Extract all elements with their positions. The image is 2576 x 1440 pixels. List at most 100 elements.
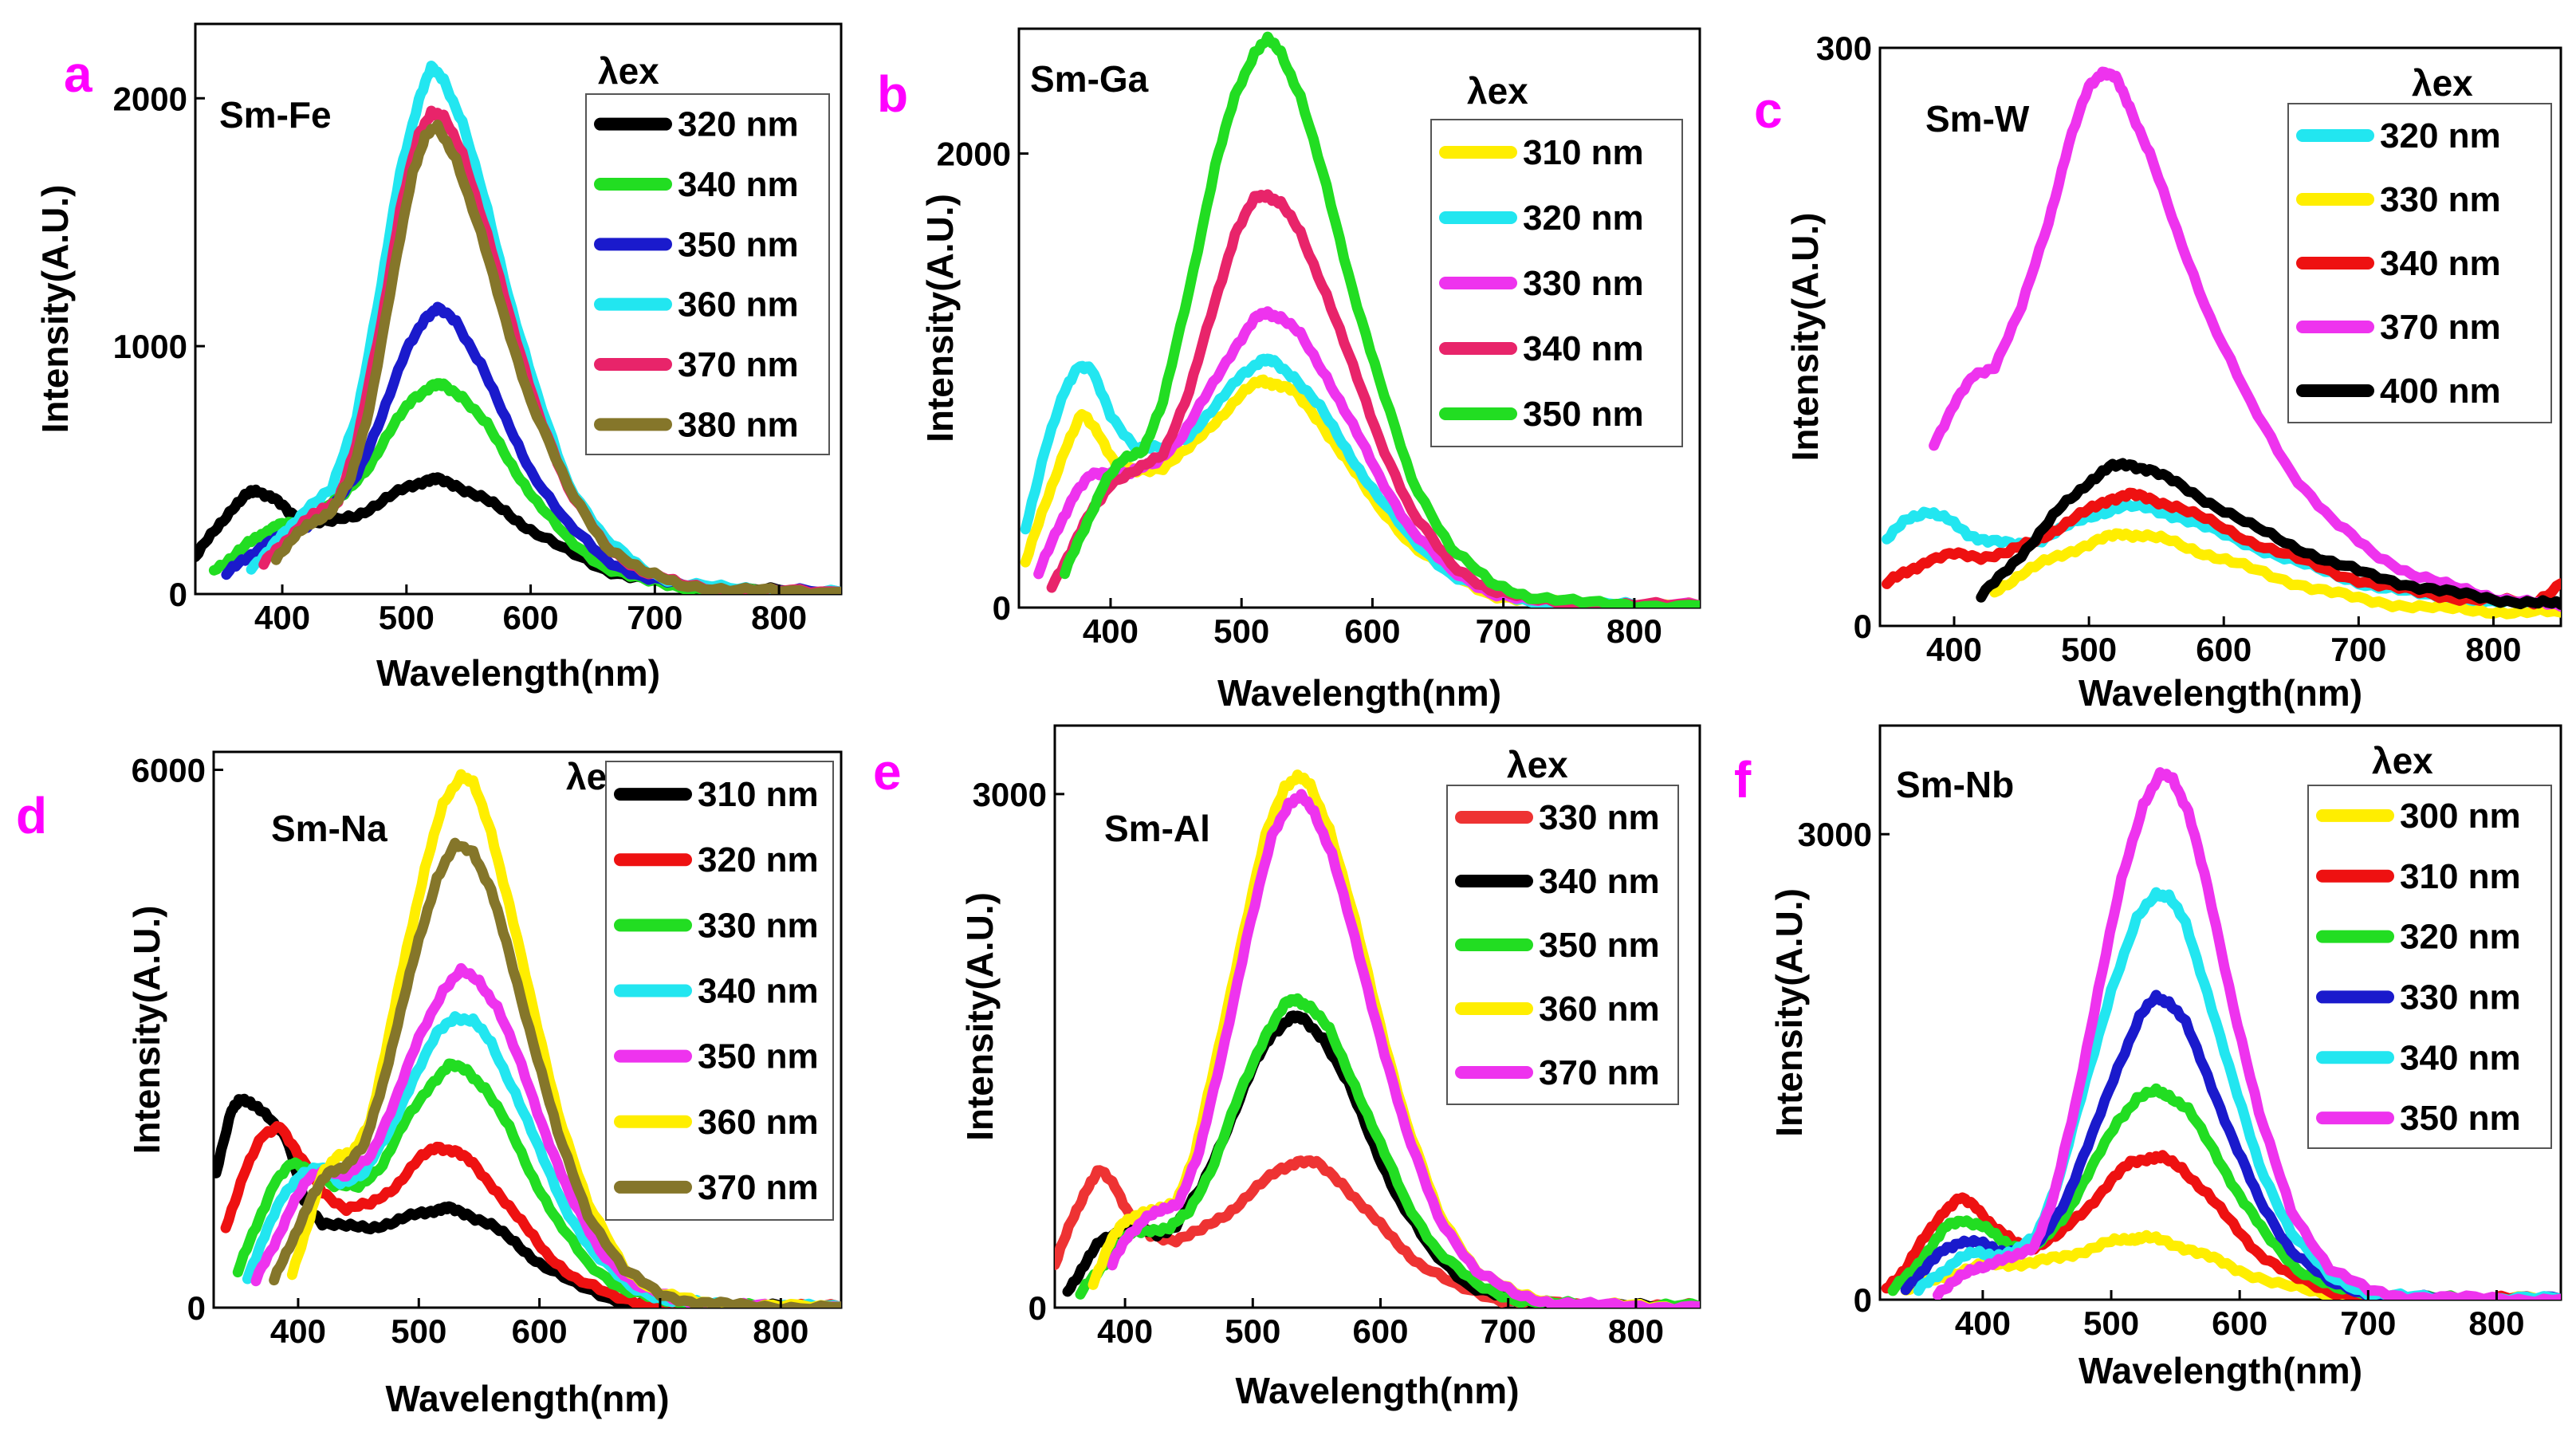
legend-label: 320 nm (698, 840, 819, 879)
series-line-370nm (1929, 66, 2561, 612)
x-tick-label: 500 (1213, 612, 1269, 650)
legend-label: 310 nm (1523, 133, 1644, 172)
legend-label: 400 nm (2380, 372, 2501, 411)
legend-box (585, 93, 830, 455)
y-tick-label: 2000 (937, 136, 1011, 173)
legend-box (2307, 785, 2552, 1149)
sample-label: Sm-Nb (1896, 764, 2014, 805)
x-tick-label: 600 (2212, 1304, 2267, 1342)
x-axis-title: Wavelength(nm) (1235, 1370, 1519, 1411)
sample-label: Sm-Al (1104, 808, 1210, 849)
panel-letter: a (64, 45, 92, 103)
y-axis-title: Intensity(A.U.) (34, 185, 76, 434)
series-line-370nm (1107, 789, 1700, 1308)
x-tick-label: 500 (391, 1312, 446, 1350)
x-tick-label: 400 (254, 599, 310, 636)
series-group (214, 769, 841, 1308)
series-line-350nm (1060, 31, 1700, 608)
x-axis-title: Wavelength(nm) (2078, 1350, 2362, 1391)
x-tick-label: 600 (503, 599, 559, 636)
legend-label: 340 nm (2380, 244, 2501, 283)
y-tick-label: 0 (993, 589, 1011, 627)
panel-c: 400 500 600 700 800 0 300 Wavelength(nm) Intensi… (1754, 30, 2562, 714)
y-tick-label: 300 (1816, 30, 1872, 67)
x-tick-label: 700 (2340, 1304, 2396, 1342)
series-line-350nm (1933, 767, 2561, 1300)
y-tick-label: 0 (1028, 1289, 1047, 1327)
x-axis-title: Wavelength(nm) (385, 1378, 669, 1419)
y-axis-title: Intensity(A.U.) (959, 892, 1001, 1141)
x-tick-label: 500 (2061, 631, 2117, 668)
x-tick-label: 700 (1481, 1312, 1536, 1350)
x-tick-label: 500 (1225, 1312, 1280, 1350)
legend-label: 370 nm (678, 345, 799, 384)
x-tick-label: 400 (270, 1312, 326, 1350)
legend-label: 340 nm (698, 972, 819, 1011)
plot-frame (1878, 46, 2562, 628)
y-axis-title: Intensity(A.U.) (1768, 888, 1810, 1137)
x-tick-label: 400 (1083, 612, 1139, 650)
x-tick-label: 500 (2083, 1304, 2139, 1342)
panel-letter: c (1754, 81, 1783, 139)
x-tick-label: 700 (627, 599, 682, 636)
y-tick-label: 3000 (1798, 816, 1872, 853)
series-group (195, 61, 841, 594)
x-tick-label: 800 (751, 599, 807, 636)
legend-label: 330 nm (2380, 180, 2501, 219)
legend-label: 350 nm (1539, 926, 1660, 965)
y-tick-label: 0 (187, 1289, 206, 1327)
panel-letter: f (1734, 751, 1752, 809)
legend-label: 360 nm (698, 1103, 819, 1142)
x-tick-label: 400 (1097, 1312, 1153, 1350)
legend-label: 370 nm (698, 1168, 819, 1207)
plot-frame (1878, 724, 2562, 1301)
x-axis-title: Wavelength(nm) (2078, 672, 2362, 714)
legend-label: 340 nm (678, 165, 799, 204)
y-tick-label: 1000 (113, 328, 187, 365)
legend-label: 340 nm (1539, 862, 1660, 901)
legend-label: 370 nm (1539, 1053, 1660, 1092)
panel-letter: d (16, 787, 47, 844)
legend-label: 320 nm (1523, 199, 1644, 238)
sample-label: Sm-Ga (1030, 58, 1149, 100)
legend-label: 330 nm (698, 906, 819, 945)
series-group (1055, 769, 1700, 1308)
y-axis-title: Intensity(A.U.) (919, 194, 961, 443)
y-axis-title: Intensity(A.U.) (1784, 213, 1826, 462)
x-tick-label: 600 (2196, 631, 2252, 668)
x-tick-label: 600 (1352, 1312, 1408, 1350)
panel-b: 400 500 600 700 800 0 2000 Wavelength(nm) Intens… (877, 27, 1701, 714)
legend-label: 360 nm (678, 285, 799, 325)
plot-frame (212, 750, 843, 1309)
x-tick-label: 600 (512, 1312, 568, 1350)
panel-letter: b (877, 65, 908, 123)
series-line-350nm (1075, 993, 1700, 1308)
series-group (1020, 31, 1700, 608)
legend-label: 380 nm (678, 405, 799, 444)
x-tick-label: 700 (632, 1312, 688, 1350)
y-tick-label: 3000 (973, 776, 1047, 813)
x-tick-label: 400 (1955, 1304, 2011, 1342)
legend-title: λex (1467, 70, 1528, 112)
y-axis-title: Intensity(A.U.) (126, 906, 167, 1155)
legend-title: λex (598, 50, 659, 92)
x-tick-label: 800 (2468, 1304, 2524, 1342)
panel-d: 400 500 600 700 800 0 6000 Wavelength(nm) Intens… (16, 750, 843, 1419)
legend-title: λex (1507, 744, 1568, 785)
legend-title: λex (2372, 740, 2433, 781)
panel-letter: e (873, 743, 902, 801)
y-tick-label: 6000 (132, 751, 206, 789)
legend-label: 360 nm (1539, 990, 1660, 1029)
x-tick-label: 600 (1344, 612, 1400, 650)
y-tick-label: 2000 (113, 80, 187, 117)
legend-label: 330 nm (2400, 978, 2521, 1017)
legend-label: 310 nm (2400, 857, 2521, 896)
legend-label: 340 nm (2400, 1038, 2521, 1077)
legend-label: 300 nm (2400, 797, 2521, 836)
series-line-370nm (269, 837, 841, 1308)
y-tick-label: 0 (169, 576, 187, 613)
legend-label: 310 nm (698, 775, 819, 814)
x-tick-label: 500 (379, 599, 435, 636)
legend-label: 340 nm (1523, 329, 1644, 368)
